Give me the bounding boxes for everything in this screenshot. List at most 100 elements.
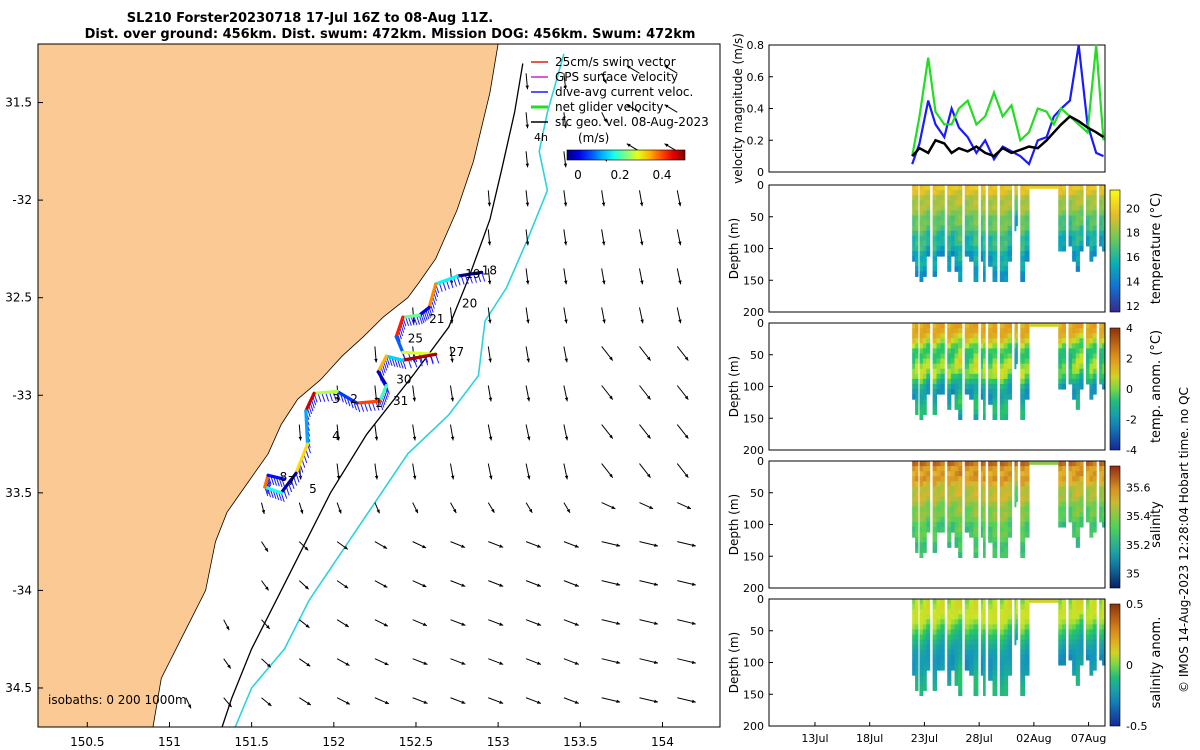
heatmap-cell [988,639,994,646]
heatmap-cell [1014,604,1017,610]
heatmap-cell [1099,471,1103,477]
heatmap-cell [988,190,994,196]
velocity-vector [450,658,466,665]
heatmap-cell [973,225,979,232]
heatmap-cell [1072,619,1077,625]
heatmap-cell [992,461,998,467]
heatmap-cell [1058,644,1063,651]
heatmap-cell [980,521,984,528]
velocity-vector [449,307,454,324]
heatmap-cell [988,665,994,671]
heatmap-cell [919,373,924,380]
heatmap-cell [969,225,975,232]
heatmap-cell [1020,481,1026,487]
heatmap-cell [947,624,952,630]
heatmap-cell [1072,378,1077,385]
heatmap-cell [922,634,927,641]
track-segment [455,270,484,278]
heatmap-cell [1086,195,1090,201]
heatmap-cell [1075,343,1080,349]
heatmap-cell [912,225,916,232]
heatmap-cell [912,486,916,492]
heatmap-cell [1079,491,1084,498]
heatmap-cell [1003,256,1009,262]
heatmap-cell [999,501,1005,508]
heatmap-cell [992,358,998,365]
heatmap-cell [1003,624,1009,630]
heatmap-cell [964,496,970,503]
heatmap-cell [983,690,986,697]
heatmap-cell [926,389,931,395]
heatmap-cell [958,501,963,508]
waypoint-label-3: 3 [332,392,340,406]
heatmap-cell [954,675,959,681]
heatmap-cell [950,185,956,191]
heatmap-cell [1024,604,1030,610]
heatmap-cell [912,363,916,370]
heatmap-cell [1102,368,1106,375]
heatmap-cell [936,195,941,201]
heatmap-cell [940,461,945,467]
heatmap-cell [1003,537,1009,543]
heatmap-cell [922,200,927,206]
heatmap-cell [1058,373,1063,380]
heatmap-cell [922,190,927,196]
heatmap-cell [964,609,970,615]
heatmap-cell [969,368,975,375]
track-segment [335,389,359,405]
heatmap-cell [988,348,994,354]
heatmap-cell [940,516,945,523]
velocity-series-0 [911,44,1104,167]
heatmap-cell [1015,614,1018,620]
heatmap-cell [1099,328,1103,334]
heatmap-cell [1099,476,1103,482]
heatmap-cell [1024,670,1030,676]
heatmap-cell [999,409,1005,415]
heatmap-cell [969,670,975,676]
heatmap-cell [922,461,927,467]
heatmap-cell [1072,394,1077,400]
heatmap-cell [973,649,979,656]
heatmap-cell [1068,634,1073,641]
heatmap-cell [950,240,956,247]
heatmap-cell [1058,481,1063,487]
velocity-vector [299,697,312,706]
heatmap-cell [932,394,938,400]
heatmap-cell [1020,619,1026,625]
heatmap-cell [1075,665,1080,671]
heatmap-cell [1058,245,1063,252]
heatmap-cell [940,220,945,227]
heatmap-cell [964,527,970,533]
heatmap-cell [999,383,1005,390]
velocity-vector [487,190,492,207]
legend-swim-label: 25cm/s swim vector [555,55,676,69]
velocity-vector [525,151,530,168]
heatmap-cell [1020,506,1026,513]
heatmap-cell [940,225,945,232]
velocity-vector [374,658,389,666]
heatmap-cell [1089,461,1094,467]
heatmap-cell [1058,383,1063,390]
heatmap-cell [915,220,919,227]
heatmap-cell [958,333,963,339]
velocity-vector [487,463,493,480]
heatmap-cell [980,619,984,625]
heatmap-cell [1075,195,1080,201]
heatmap-cell [1061,195,1067,201]
heatmap-cell [936,343,941,349]
heatmap-cell [1092,644,1097,651]
heatmap-cell [999,195,1005,201]
heatmap-cell [1075,604,1080,610]
heatmap-cell [1086,185,1090,191]
heatmap-cell [932,604,938,610]
heatmap-cell [1068,511,1073,518]
heatmap-cell [915,333,919,339]
heatmap-cell [1024,466,1030,472]
heatmap-cell [983,675,986,681]
track-segment [304,391,316,413]
heatmap-cell [922,235,927,242]
heatmap-cell [1024,486,1030,492]
heatmap-cell [1003,476,1009,482]
heatmap-cell [912,491,916,498]
heatmap-cell [1020,185,1026,191]
